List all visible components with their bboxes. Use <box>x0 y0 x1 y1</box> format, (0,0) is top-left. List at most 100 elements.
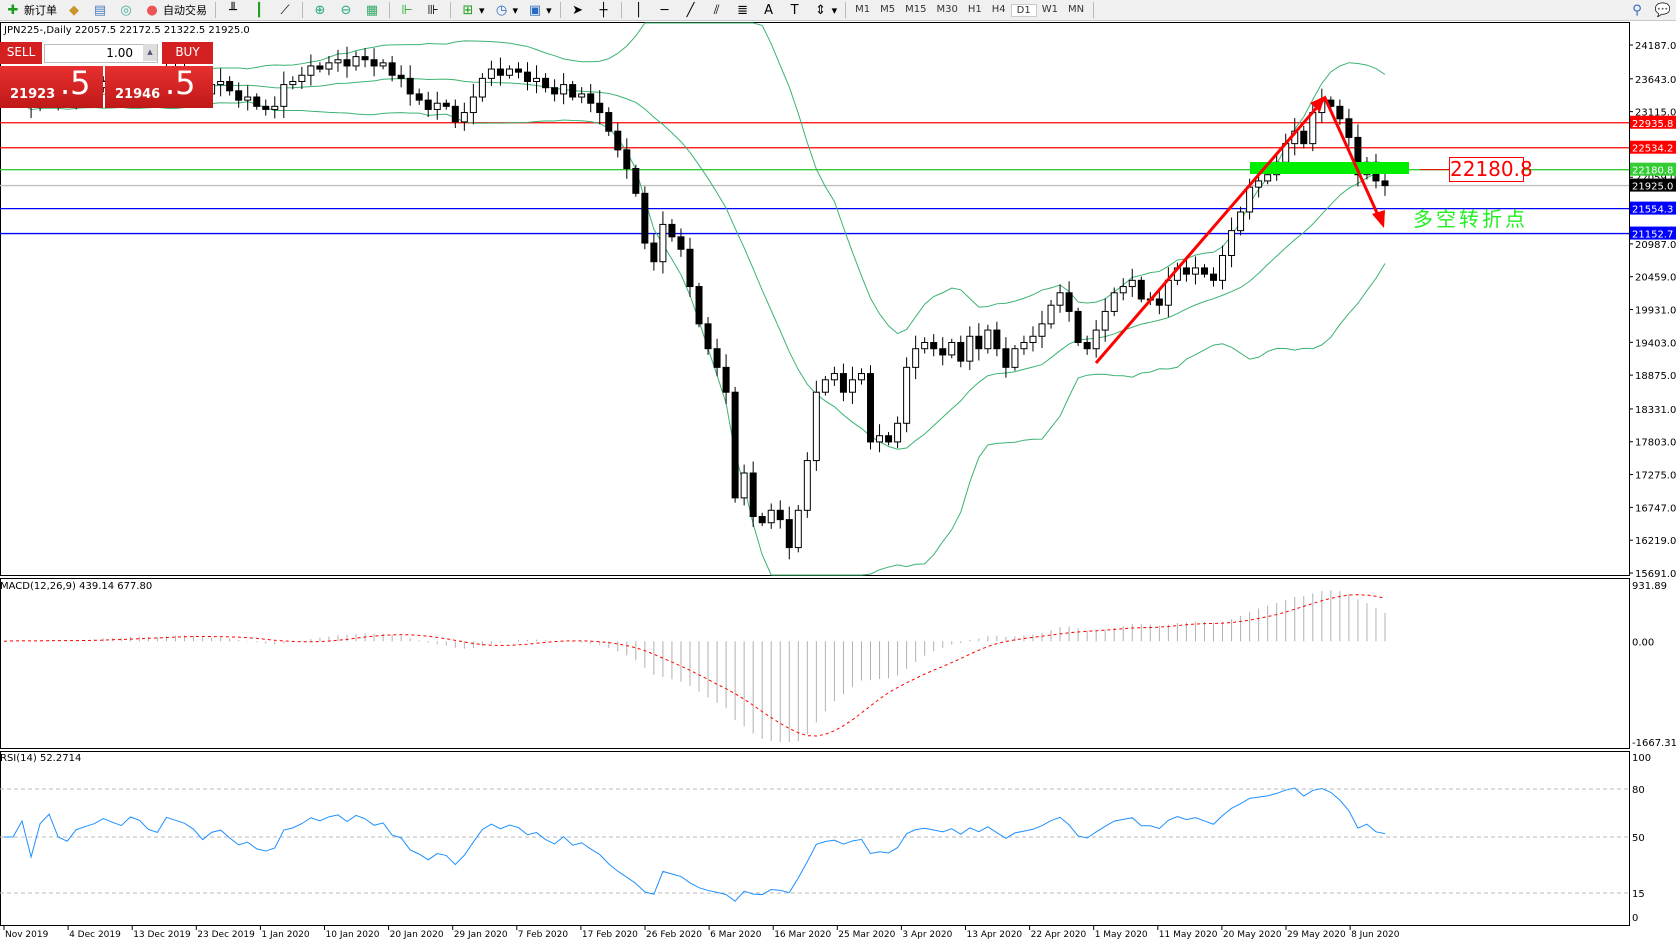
channel-icon: ⫽ <box>713 2 720 18</box>
crosshair-button[interactable]: ┼ <box>591 1 617 20</box>
timeframe-m30[interactable]: M30 <box>936 3 958 15</box>
bull-candle <box>948 341 956 356</box>
cursor-button[interactable]: ➤ <box>565 1 591 20</box>
bull-candle <box>984 329 992 350</box>
chart-canvas[interactable]: 24187.023643.023115.022059.020987.020459… <box>0 22 1676 940</box>
autoscroll-button[interactable]: ⊪ <box>420 1 446 20</box>
bear-candle <box>1002 348 1010 368</box>
main-pane-frame <box>0 22 1630 576</box>
bear-candle <box>785 519 793 549</box>
bull-candle <box>1219 254 1227 281</box>
auto-trading-icon: ● <box>146 2 158 18</box>
macd-signal-line <box>3 594 1386 737</box>
timeframe-h4[interactable]: H4 <box>991 3 1006 15</box>
search-button[interactable]: ⚲ <box>1624 1 1650 20</box>
bear-candle <box>1074 310 1082 343</box>
experts-button[interactable]: ◆ <box>61 1 87 20</box>
timeframe-d1[interactable]: D1 <box>1010 3 1037 17</box>
level-tag <box>1630 140 1676 154</box>
bull-candle <box>298 74 306 82</box>
arrows-button[interactable]: ⇕ ▾ <box>808 1 842 20</box>
lot-increase-button[interactable]: ▲ <box>143 44 157 61</box>
horizontal-line-button[interactable]: ─ <box>652 1 678 20</box>
timeframe-m5[interactable]: M5 <box>880 3 896 15</box>
tile-windows-button[interactable]: ▦ <box>359 1 385 20</box>
add-indicator-icon: ⊞ <box>462 2 474 18</box>
candlesticks <box>0 46 1389 560</box>
timeframe-mn[interactable]: MN <box>1067 3 1085 15</box>
zoom-out-button[interactable]: ⊖ <box>333 1 359 20</box>
bear-candle <box>316 65 324 70</box>
level-tag-label: 22180.8 <box>1632 166 1673 177</box>
indicators-button[interactable]: ⊞ ▾ <box>455 1 489 20</box>
date-label: 17 Feb 2020 <box>582 930 638 940</box>
history-button[interactable]: ▤ <box>87 1 113 20</box>
timeframe-w1[interactable]: W1 <box>1041 3 1058 15</box>
cursor-icon: ➤ <box>572 2 584 18</box>
sell-button[interactable]: SELL <box>0 42 42 64</box>
channel-button[interactable]: ⫽ <box>704 1 730 20</box>
zoom-in-button[interactable]: ⊕ <box>307 1 333 20</box>
sell-price-button[interactable]: 21923 .5 <box>0 64 103 108</box>
bollinger-lower <box>3 99 1386 576</box>
fibonacci-button[interactable]: ≣ <box>730 1 756 20</box>
periods-button[interactable]: ◷ ▾ <box>489 1 523 20</box>
macd-axis-label: -1667.31 <box>1632 738 1676 749</box>
bear-candle <box>1200 267 1208 275</box>
text-icon: A <box>764 2 774 18</box>
bollinger-bands <box>3 22 1386 576</box>
rsi-label: RSI(14) 52.2714 <box>0 753 82 764</box>
line-chart-button[interactable]: ⟋ <box>272 1 298 20</box>
price-tick-label: 16219.0 <box>1635 536 1676 547</box>
new-order-button[interactable]: ✚ 新订单 <box>0 1 61 20</box>
price-tick-label: 20459.0 <box>1635 273 1676 284</box>
bear-candle <box>569 84 577 98</box>
chart-shift-button[interactable]: ⊩ <box>394 1 420 20</box>
chat-button[interactable]: 💬 <box>1650 1 1676 20</box>
signal-icon: ◎ <box>120 2 132 18</box>
lot-size-input[interactable]: 1.00 <box>44 44 158 63</box>
bull-candle <box>271 105 279 110</box>
date-label: Nov 2019 <box>5 930 49 940</box>
bull-candle <box>876 435 884 443</box>
bull-candle <box>1237 211 1245 232</box>
timeframe-m1[interactable]: M1 <box>855 3 871 15</box>
text-button[interactable]: A <box>756 1 782 20</box>
bear-candle <box>1137 279 1145 300</box>
text-label-button[interactable]: T <box>782 1 808 20</box>
bull-candle <box>379 62 387 67</box>
bull-candle <box>289 80 297 86</box>
bear-candle <box>722 366 730 393</box>
bull-candle <box>334 59 342 64</box>
buy-price-button[interactable]: 21946 .5 <box>105 64 213 108</box>
signal-button[interactable]: ◎ <box>113 1 139 20</box>
level-tag-label: 21152.7 <box>1632 230 1673 241</box>
bull-candle <box>1101 310 1109 331</box>
bull-candle <box>894 422 902 443</box>
date-label: 13 Apr 2020 <box>967 930 1023 940</box>
candlestick-button[interactable]: ┃ <box>246 1 272 20</box>
bear-candle <box>704 323 712 350</box>
price-tick-label: 15691.0 <box>1635 569 1676 580</box>
timeframe-h1[interactable]: H1 <box>967 3 982 15</box>
bull-candle <box>244 96 252 101</box>
bear-candle <box>415 93 423 101</box>
bull-candle <box>966 335 974 362</box>
rsi-axis-label: 100 <box>1632 753 1651 764</box>
buy-button[interactable]: BUY <box>162 42 213 64</box>
bar-chart-button[interactable]: ╨ <box>220 1 246 20</box>
bull-candle <box>1191 267 1199 275</box>
auto-trading-button[interactable]: ● 自动交易 <box>139 1 211 20</box>
timeframe-m15[interactable]: M15 <box>905 3 927 15</box>
turning-point-text[interactable]: 多空转折点 <box>1413 207 1528 231</box>
templates-button[interactable]: ▣ ▾ <box>522 1 556 20</box>
bear-candle <box>361 56 369 61</box>
bear-candle <box>1345 118 1353 138</box>
trendline-button[interactable]: ╱ <box>678 1 704 20</box>
level-tag <box>1630 178 1676 192</box>
vertical-line-button[interactable]: │ <box>626 1 652 20</box>
macd-axis-label: 931.89 <box>1632 581 1667 592</box>
bull-candle <box>1255 180 1263 188</box>
level-price-label[interactable]: 22180.8 <box>1449 157 1533 182</box>
bear-candle <box>930 341 938 350</box>
